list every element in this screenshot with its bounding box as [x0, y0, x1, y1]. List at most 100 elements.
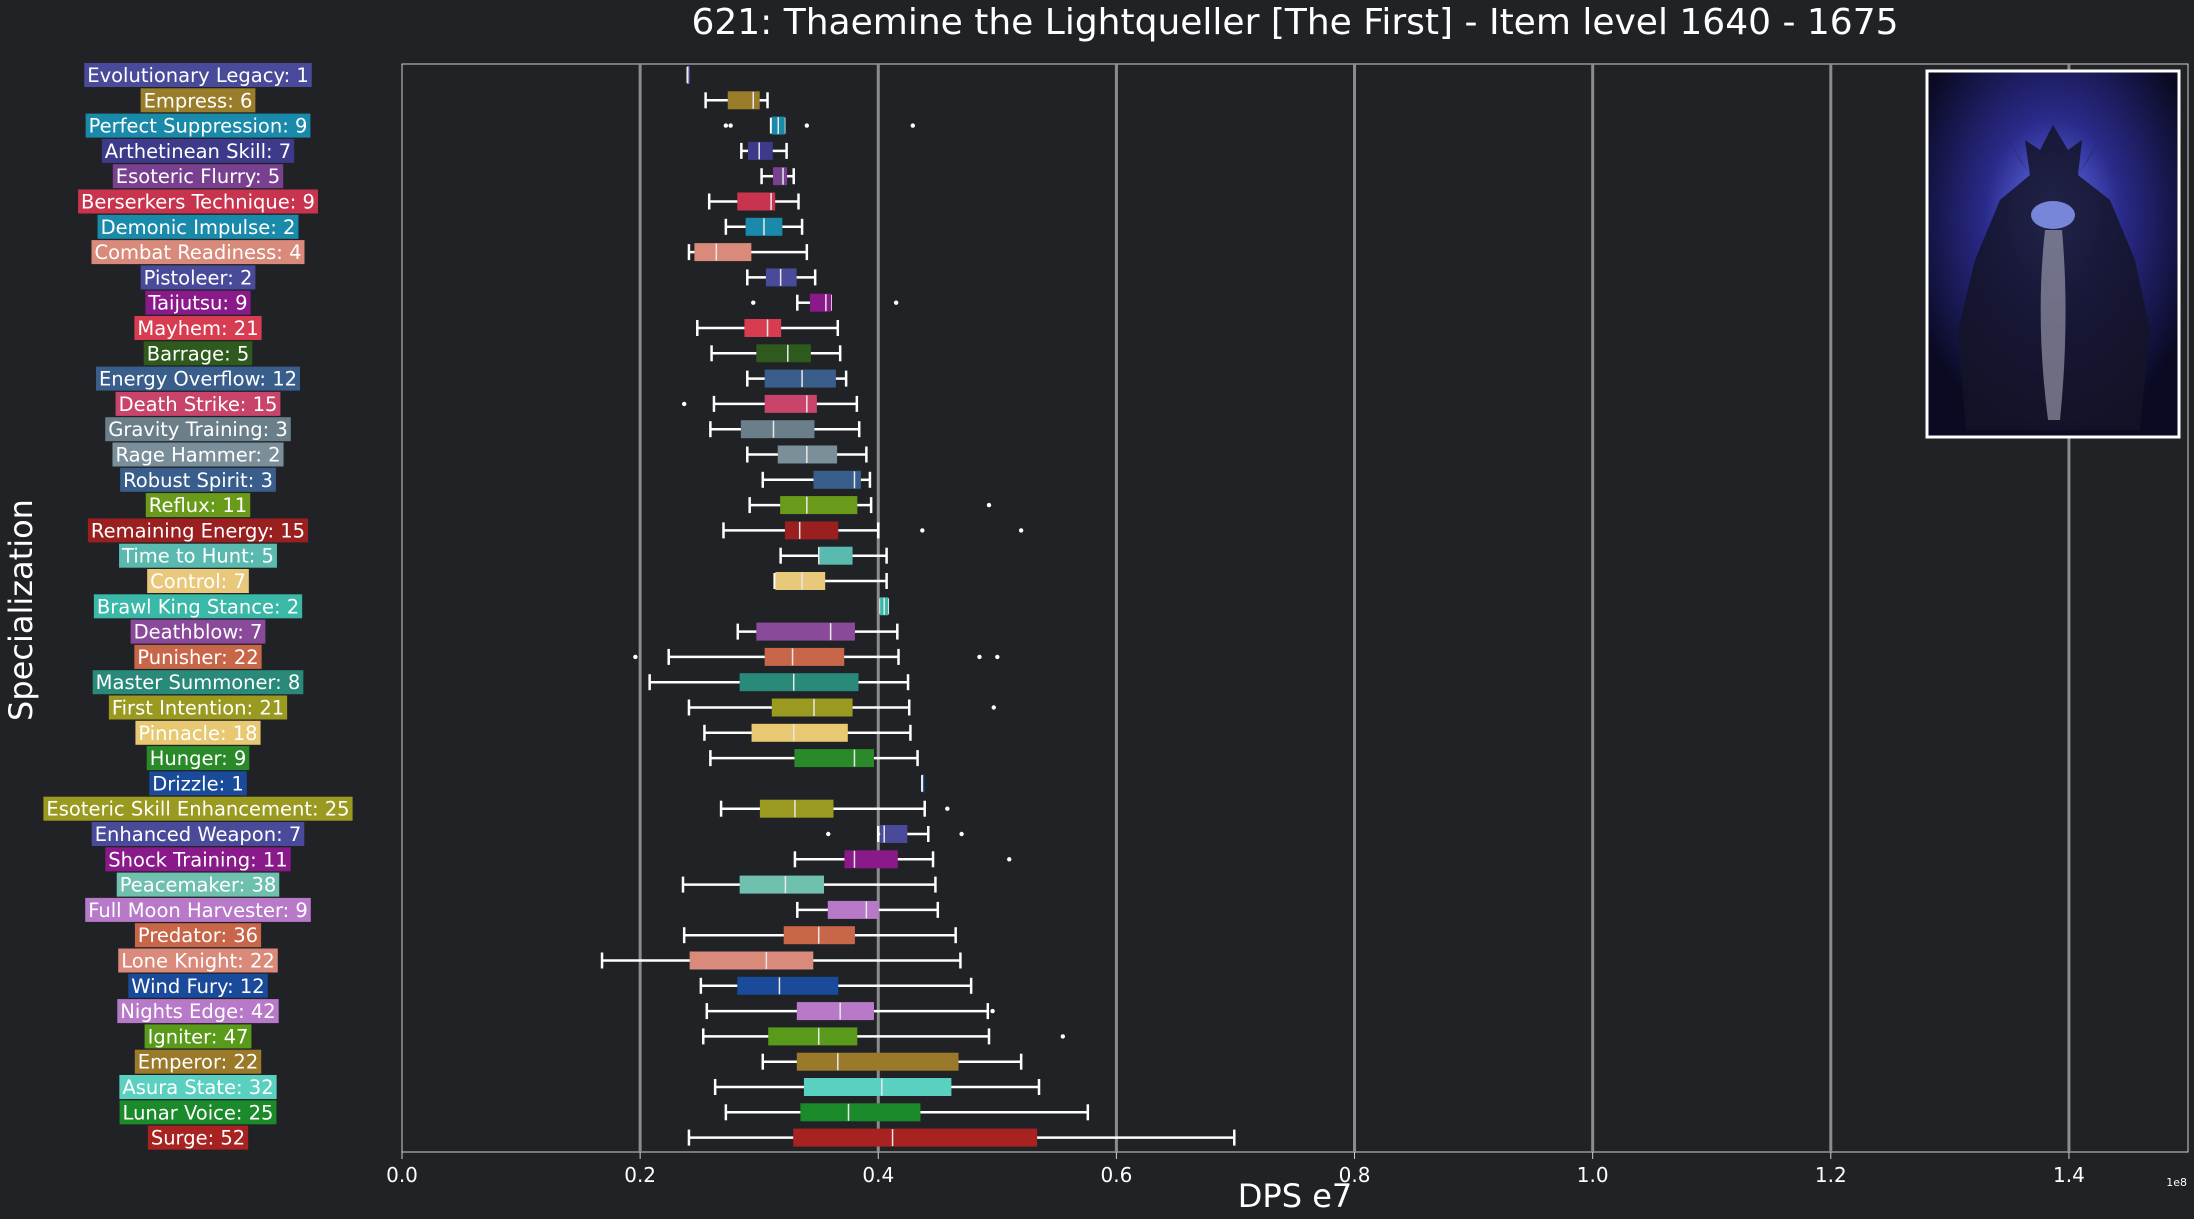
box-plot [761, 470, 872, 489]
outlier-point [1060, 1034, 1066, 1039]
box-plot [696, 319, 840, 337]
box-iqr [759, 799, 834, 818]
category-label-text: Drizzle: 1 [152, 772, 244, 795]
category-label-background [112, 164, 284, 189]
box-plot [719, 799, 950, 818]
box-plot [740, 141, 788, 160]
category-label-text: Brawl King Stance: 2 [97, 595, 299, 618]
outlier-point [977, 654, 982, 660]
box-plot [633, 647, 1000, 666]
category-label-background [115, 391, 281, 416]
category-label-background [105, 847, 291, 872]
category-label-background [146, 746, 250, 771]
category-label-background [95, 366, 301, 391]
gridlines [638, 64, 2071, 1152]
category-label-text: Demonic Impulse: 2 [101, 216, 296, 239]
box-plot [761, 1052, 1023, 1071]
category-label-background [119, 1075, 277, 1099]
category-label-background [147, 569, 249, 593]
category-label: Hunger: 9 [146, 746, 250, 771]
box-plot [600, 951, 962, 970]
category-label-background [93, 594, 303, 619]
category-label-background [91, 822, 305, 846]
box-iqr [694, 243, 752, 262]
box-iqr [764, 369, 836, 388]
outlier-point [1018, 528, 1024, 533]
category-label-text: Empress: 6 [144, 89, 253, 112]
box-plot [773, 572, 888, 590]
category-label-background [101, 138, 295, 163]
x-tick-label: 1.2 [1815, 1163, 1847, 1187]
box-plot [687, 243, 809, 262]
box-plot [724, 1103, 1090, 1122]
outlier-point [920, 528, 925, 533]
category-label-background [135, 720, 261, 745]
box-plot [682, 926, 957, 945]
box-iqr [747, 141, 773, 160]
box-iqr [880, 825, 908, 843]
category-label-text: Barrage: 5 [147, 342, 250, 365]
box-iqr [740, 420, 815, 439]
box-plot [736, 622, 899, 641]
category-label-text: Pistoleer: 2 [144, 266, 253, 289]
category-label-background [134, 923, 262, 948]
box-iqr [793, 1128, 1038, 1147]
box-iqr [689, 951, 814, 970]
box-plot [724, 217, 804, 236]
box-plot [793, 850, 1012, 869]
category-label: Evolutionary Legacy: 1 [84, 63, 312, 87]
y-axis-label: Specialization [2, 499, 40, 721]
box-plot [879, 597, 890, 616]
box-iqr [818, 546, 853, 565]
category-label: Deathblow: 7 [130, 619, 266, 644]
outlier-point [723, 123, 729, 128]
box-plot [826, 825, 964, 843]
box-iqr [739, 673, 859, 692]
box-plot [760, 167, 795, 186]
category-label-background [108, 695, 288, 720]
category-label-text: Death Strike: 15 [119, 393, 278, 416]
category-label: Full Moon Harvester: 9 [85, 897, 311, 922]
category-label-text: Remaining Energy: 15 [91, 519, 305, 542]
box-iqr [771, 698, 853, 717]
category-label: Predator: 36 [134, 923, 262, 948]
category-label-text: Mayhem: 21 [137, 317, 258, 340]
category-label: Energy Overflow: 12 [95, 366, 301, 391]
category-label: Mayhem: 21 [134, 316, 262, 340]
boss-horn-right [2078, 105, 2120, 175]
category-label: Barrage: 5 [143, 341, 253, 366]
category-label-text: Robust Spirit: 3 [123, 469, 273, 492]
outlier-point [804, 123, 810, 128]
box-plot [701, 1027, 1066, 1046]
outlier-point [681, 401, 687, 407]
outlier-point [959, 831, 964, 837]
box-plot [704, 91, 769, 110]
category-label: Taijutsu: 9 [145, 290, 251, 315]
category-label-text: Predator: 36 [138, 924, 258, 947]
x-tick-label: 0.4 [862, 1163, 894, 1187]
category-label-text: Taijutsu: 9 [147, 292, 247, 315]
category-label: Drizzle: 1 [149, 771, 247, 796]
category-label-background [145, 290, 251, 315]
box-iqr [744, 319, 782, 337]
box-plot [709, 749, 919, 768]
category-label-background [119, 1100, 277, 1125]
category-label: Arthetinean Skill: 7 [101, 138, 295, 163]
category-label-text: Arthetinean Skill: 7 [105, 140, 291, 163]
box-iqr [727, 91, 760, 110]
category-label-text: Master Summoner: 8 [96, 671, 301, 694]
box-iqr [813, 470, 861, 489]
category-label-background [134, 316, 262, 340]
category-label-text: Punisher: 22 [137, 646, 258, 669]
box-plot [681, 394, 859, 413]
category-label: Lunar Voice: 25 [119, 1100, 277, 1125]
box-iqr [772, 167, 788, 186]
outlier-point [995, 654, 1000, 660]
plot-area: 0.0 0.2 0.4 0.6 0.8 1.0 1.2 1.4 [386, 63, 2189, 1187]
box-iqr [780, 496, 858, 515]
outlier-point [826, 831, 831, 837]
category-label-background [87, 518, 309, 543]
category-label-text: Control: 7 [150, 570, 246, 593]
outlier-point [728, 123, 733, 128]
outlier-point [751, 300, 756, 305]
